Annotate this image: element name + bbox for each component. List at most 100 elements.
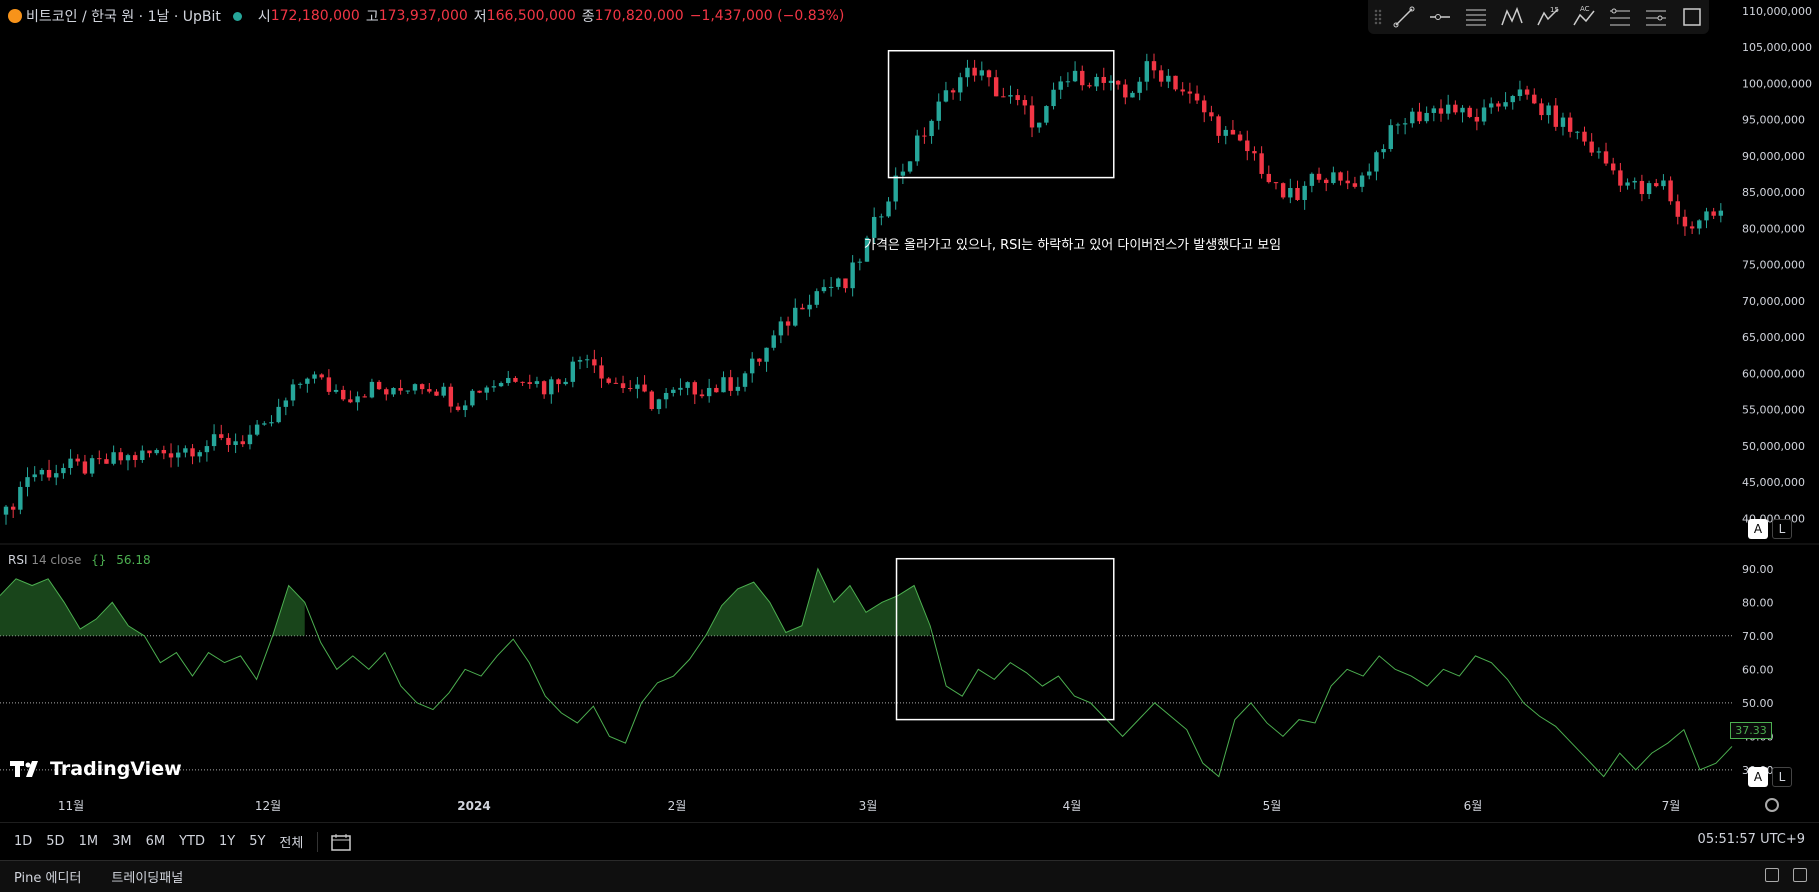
candle-body [319, 374, 324, 378]
candle-body [1388, 125, 1393, 149]
candle-body [290, 384, 296, 401]
candle-body [864, 237, 870, 262]
candle-body [1582, 131, 1587, 142]
time-tick-label: 12월 [255, 799, 281, 813]
candle-body [620, 383, 626, 389]
rsi-auto-scale-button[interactable]: A [1748, 767, 1768, 787]
pine-editor-tab[interactable]: Pine 에디터 [14, 871, 82, 886]
symbol-title[interactable]: 비트코인 / 한국 원 · 1날 · UpBit [26, 9, 221, 25]
candle-body [556, 379, 561, 385]
candle-body [168, 453, 174, 458]
candle-body [958, 77, 963, 93]
range-1m[interactable]: 1M [78, 834, 99, 849]
candle-body [405, 390, 410, 392]
price-auto-scale-button[interactable]: A [1748, 519, 1768, 539]
close-value: 170,820,000 [594, 8, 684, 24]
price-tick-label: 105,000,000 [1742, 41, 1812, 54]
candle-body [362, 396, 367, 398]
candle-body [1517, 89, 1523, 97]
clock[interactable]: 05:51:57 UTC+9 [1697, 832, 1805, 847]
maximize-icon[interactable] [1793, 868, 1807, 882]
candle-body [836, 278, 841, 287]
high-label: 고 [365, 9, 379, 25]
candle-body [1697, 220, 1702, 229]
candle-body [1166, 75, 1171, 82]
candle-body [39, 469, 45, 475]
candle-body [534, 381, 540, 384]
trend-line-icon[interactable] [1390, 3, 1418, 31]
divergence-annotation[interactable]: 가격은 올라가고 있으나, RSI는 하락하고 있어 다이버전스가 발생했다고 … [864, 238, 1282, 253]
candle-body [950, 90, 956, 93]
svg-text:AC: AC [1580, 5, 1590, 13]
candle-body [391, 388, 396, 395]
candle-body [1510, 96, 1515, 103]
drag-handle-icon[interactable] [1374, 9, 1382, 25]
price-axis[interactable]: 110,000,000 105,000,000 100,000,000 95,000,… [1742, 5, 1812, 525]
candle-body [1532, 94, 1537, 104]
range-all[interactable]: 전체 [279, 836, 304, 851]
short-position-icon[interactable] [1642, 3, 1670, 31]
range-1y[interactable]: 1Y [218, 834, 236, 849]
candle-body [1001, 96, 1006, 98]
candle-body [1603, 151, 1609, 164]
candle-body [785, 321, 791, 326]
candle-body [1065, 81, 1071, 83]
candle-body [915, 135, 920, 162]
rsi-value: 56.18 [116, 553, 151, 567]
candle-body [584, 359, 590, 361]
candle-body [376, 381, 382, 390]
candle-body [993, 77, 999, 97]
candle-body [750, 358, 755, 374]
candle-body [32, 474, 37, 478]
price-tick-label: 110,000,000 [1742, 5, 1812, 18]
candle-body [1288, 187, 1293, 198]
candle-body [333, 389, 339, 392]
range-6m[interactable]: 6M [145, 834, 166, 849]
rsi-log-scale-button[interactable]: L [1772, 767, 1792, 787]
horizontal-ray-icon[interactable] [1426, 3, 1454, 31]
candle-body [1266, 173, 1271, 183]
elliott-wave-icon[interactable]: 15 [1534, 3, 1562, 31]
xabcd-pattern-icon[interactable] [1498, 3, 1526, 31]
rsi-legend[interactable]: RSI 14 close {} 56.18 [8, 553, 151, 567]
candle-body [1051, 89, 1056, 107]
candle-body [118, 452, 123, 461]
range-5y[interactable]: 5Y [249, 834, 266, 849]
range-1d[interactable]: 1D [14, 834, 33, 849]
candle-body [132, 455, 138, 460]
candle-body [326, 377, 332, 392]
candle-body [793, 307, 798, 326]
candle-body [1596, 151, 1602, 153]
candle-body [1589, 141, 1594, 153]
settings-gear-icon[interactable] [1765, 798, 1779, 812]
trading-panel-tab[interactable]: 트레이딩패널 [111, 871, 184, 886]
candle-body [1187, 91, 1193, 94]
candle-body [965, 67, 970, 78]
range-ytd[interactable]: YTD [179, 834, 205, 849]
price-tick-label: 45,000,000 [1742, 476, 1805, 489]
range-5d[interactable]: 5D [46, 834, 65, 849]
candle-body [233, 441, 238, 445]
time-axis[interactable]: 11월 12월 2024 2월 3월 4월 5월 6월 7월 [58, 799, 1681, 813]
candle-body [491, 386, 497, 388]
fullscreen-icon[interactable] [1678, 3, 1706, 31]
abc-pattern-icon[interactable]: AC [1570, 3, 1598, 31]
collapse-icon[interactable] [1765, 868, 1779, 882]
candle-body [283, 400, 289, 407]
price-log-scale-button[interactable]: L [1772, 519, 1792, 539]
candle-body [1575, 131, 1580, 133]
candle-body [219, 434, 224, 438]
candle-body [771, 335, 776, 348]
price-tick-label: 60,000,000 [1742, 367, 1805, 380]
candle-body [1539, 103, 1544, 116]
rsi-tick-label: 50.00 [1742, 697, 1774, 710]
long-position-icon[interactable] [1606, 3, 1634, 31]
candle-body [1367, 171, 1372, 176]
candle-body [821, 287, 827, 292]
goto-date-icon[interactable] [330, 832, 352, 852]
candle-body [1015, 95, 1020, 101]
range-3m[interactable]: 3M [112, 834, 132, 849]
fib-retracement-icon[interactable] [1462, 3, 1490, 31]
